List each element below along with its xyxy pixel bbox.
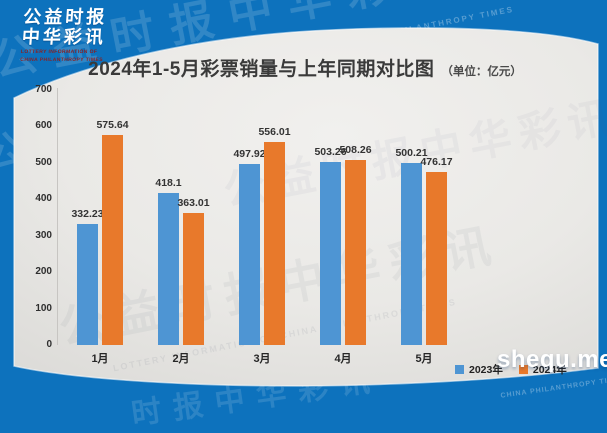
legend-label: 2024年 (532, 364, 567, 376)
bar-2023年-3月 (239, 163, 260, 345)
chart-title-row: 2024年1-5月彩票销量与上年同期对比图 （单位：亿元） (60, 54, 550, 81)
logo-line-1: 公益时报 (22, 7, 108, 27)
bar-2024年-5月 (426, 171, 447, 345)
bar-value-label: 508.26 (339, 143, 372, 156)
logo-line-2: 中华彩讯 (21, 27, 107, 47)
bar-2024年-4月 (345, 159, 366, 345)
x-axis-label: 5月 (415, 353, 433, 365)
bar-2023年-4月 (320, 161, 341, 345)
bar-2023年-5月 (401, 162, 422, 345)
legend-swatch (518, 365, 528, 374)
bar-value-label: 575.64 (96, 119, 129, 132)
bar-2024年-1月 (102, 135, 123, 345)
y-axis-line (57, 88, 58, 345)
legend: 2023年 2024年 (455, 362, 567, 377)
y-axis-tick: 400 (35, 193, 52, 205)
bar-value-label: 418.1 (155, 176, 182, 189)
x-axis-label: 3月 (253, 353, 271, 365)
y-axis-tick: 700 (35, 84, 52, 95)
x-axis-label: 4月 (334, 353, 352, 365)
bar-chart: 0 100 200 300 400 500 600 700 1月 332.23 575.64 2月 41… (35, 84, 453, 365)
logo-subtitle-2: CHINA PHILANTHROPY TIMES (20, 57, 104, 63)
chart-title: 2024年1-5月彩票销量与上年同期对比图 (88, 59, 435, 80)
publisher-logo: 公益时报 中华彩讯 LOTTERY INFORMATION OF CHINA P… (20, 7, 108, 63)
legend-item-2023年: 2023年 (455, 362, 503, 377)
x-axis-label: 1月 (91, 353, 109, 365)
y-axis-tick: 100 (35, 302, 52, 314)
bar-value-label: 500.21 (395, 146, 428, 159)
bar-value-label: 332.23 (71, 207, 104, 220)
bar-2023年-2月 (158, 192, 179, 345)
bar-value-label: 497.92 (233, 147, 266, 160)
bar-value-label: 363.01 (177, 196, 210, 209)
y-axis-tick: 600 (35, 120, 52, 132)
y-axis-tick: 500 (35, 156, 52, 168)
bar-value-label: 476.17 (420, 155, 453, 168)
bar-value-label: 503.26 (314, 145, 347, 158)
bar-2023年-1月 (77, 223, 98, 345)
y-axis-tick: 200 (35, 266, 52, 278)
x-axis-label: 2月 (172, 353, 190, 365)
legend-label: 2023年 (469, 364, 503, 376)
bar-value-label: 556.01 (258, 126, 291, 139)
bar-2024年-2月 (183, 212, 204, 345)
y-axis-tick: 0 (46, 339, 52, 350)
site-watermark: shequ.me (497, 346, 607, 373)
legend-swatch (455, 365, 464, 374)
y-axis-tick: 300 (35, 229, 52, 241)
bar-2024年-3月 (264, 142, 285, 345)
logo-subtitle-1: LOTTERY INFORMATION OF (20, 49, 98, 55)
chart-unit-label: （单位：亿元） (441, 66, 522, 78)
legend-item-2024年: 2024年 (518, 362, 567, 377)
